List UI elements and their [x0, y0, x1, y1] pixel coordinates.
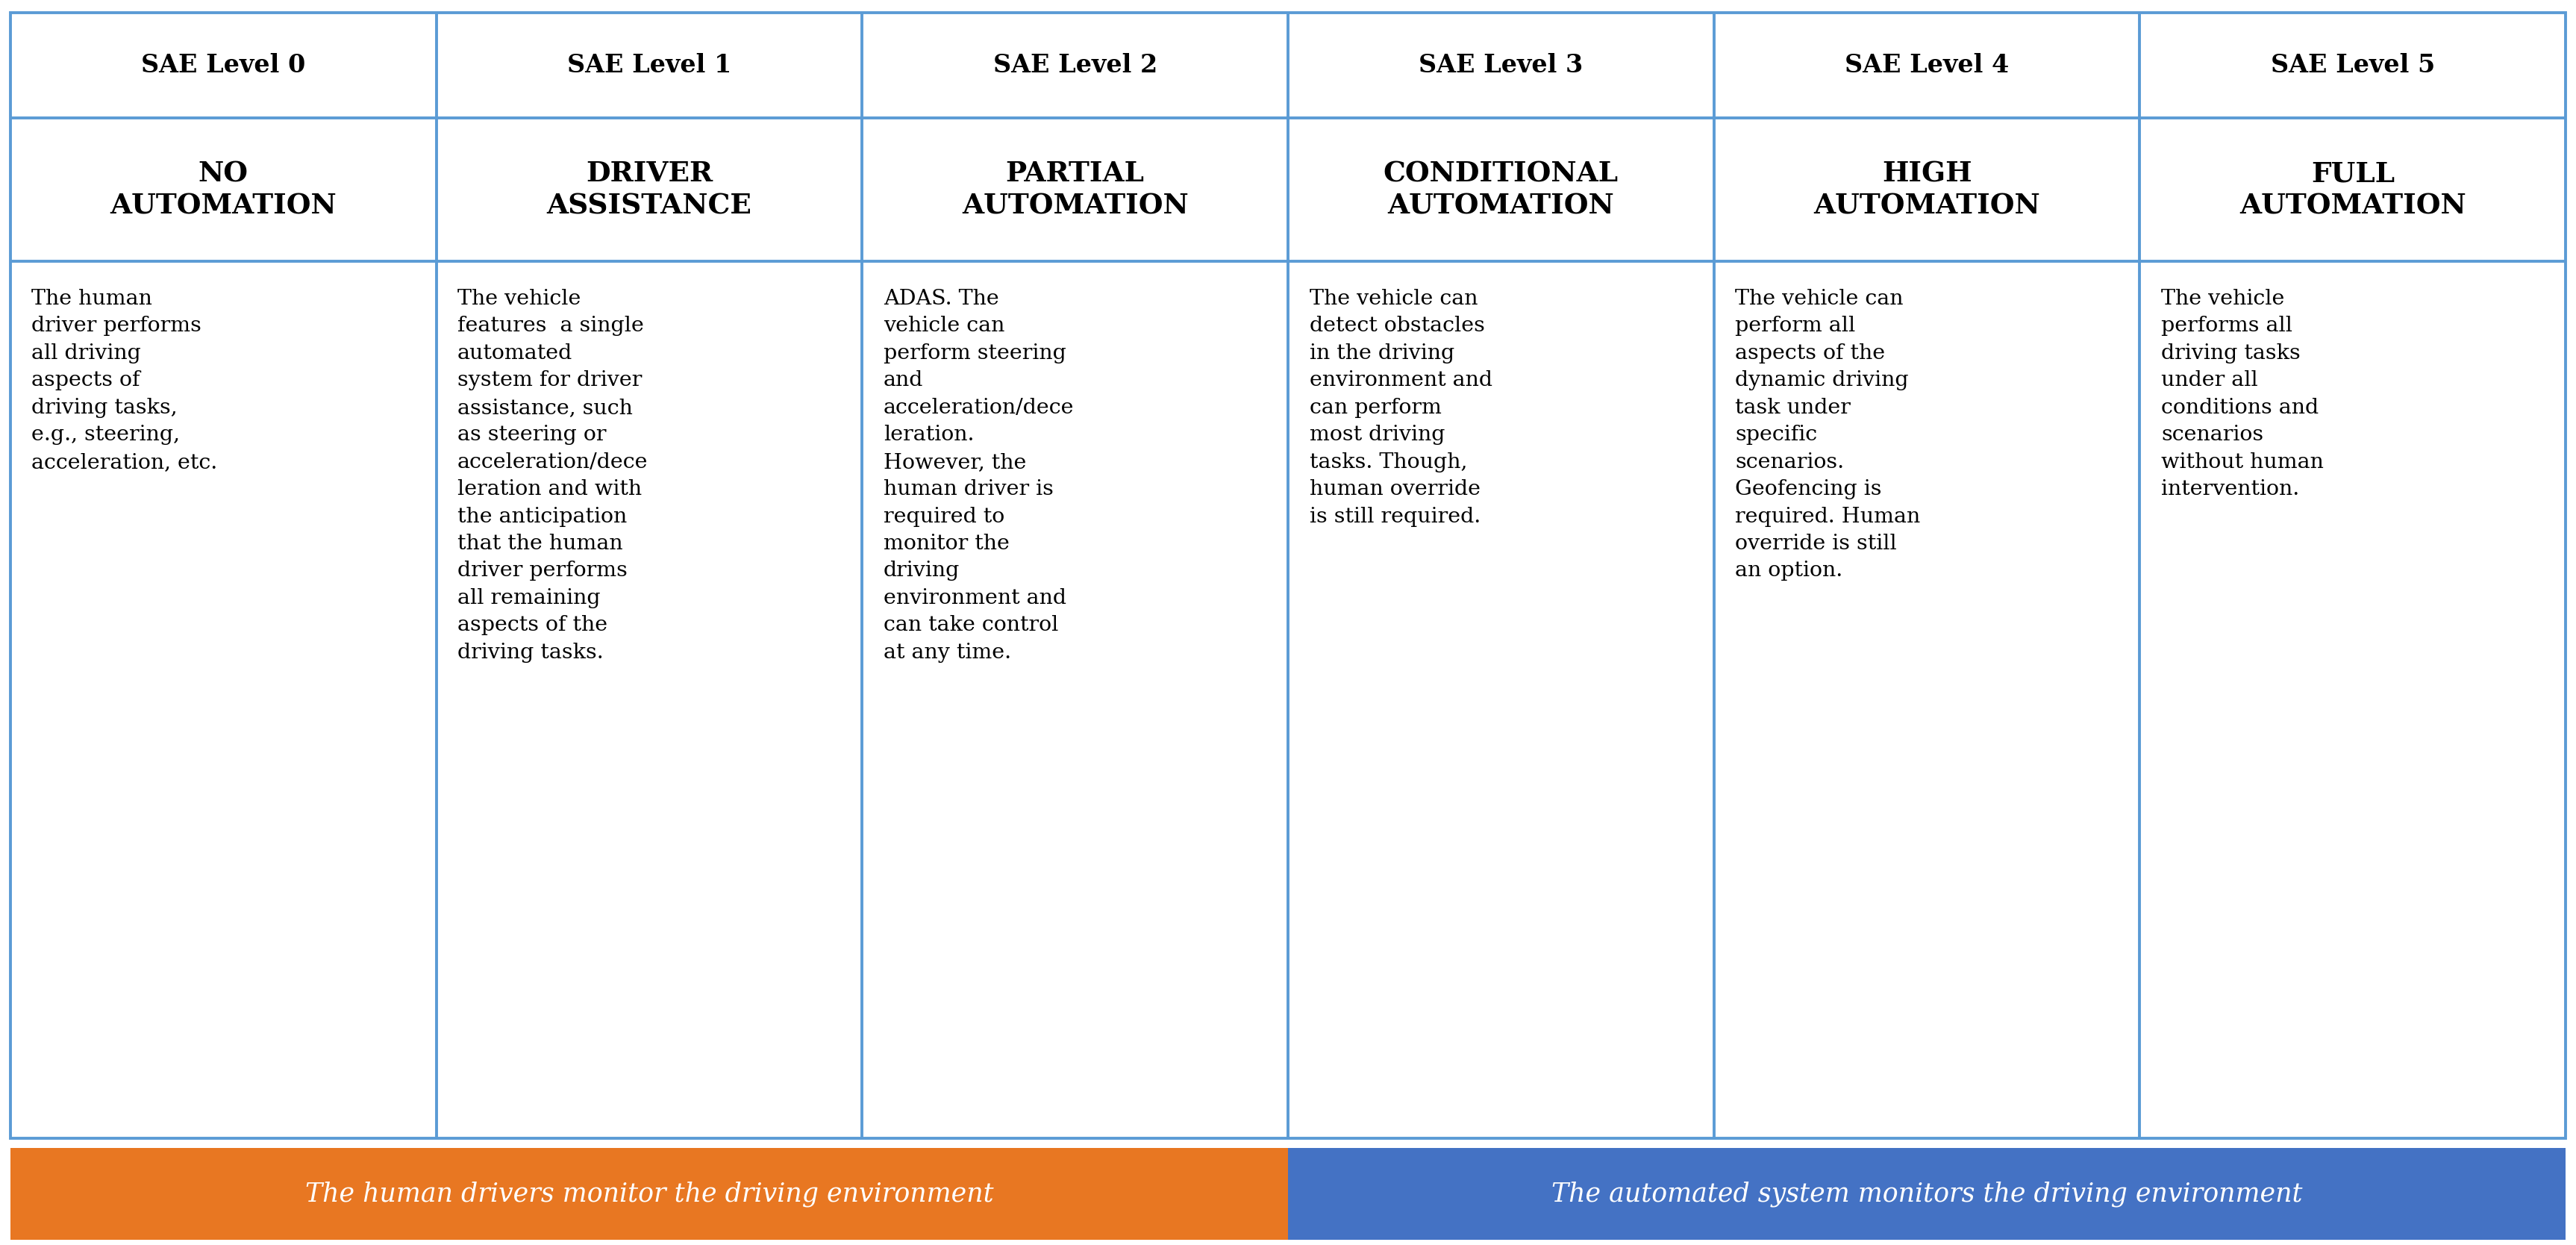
Text: SAE Level 0: SAE Level 0: [142, 54, 307, 77]
Text: FULL
AUTOMATION: FULL AUTOMATION: [2239, 161, 2465, 219]
Text: SAE Level 5: SAE Level 5: [2269, 54, 2434, 77]
Text: SAE Level 1: SAE Level 1: [567, 54, 732, 77]
Text: The vehicle can
detect obstacles
in the driving
environment and
can perform
most: The vehicle can detect obstacles in the …: [1309, 289, 1492, 527]
Text: PARTIAL
AUTOMATION: PARTIAL AUTOMATION: [961, 161, 1188, 219]
Text: The vehicle
features  a single
automated
system for driver
assistance, such
as s: The vehicle features a single automated …: [459, 289, 649, 662]
Text: The vehicle can
perform all
aspects of the
dynamic driving
task under
specific
s: The vehicle can perform all aspects of t…: [1736, 289, 1922, 581]
Text: SAE Level 2: SAE Level 2: [992, 54, 1157, 77]
Text: NO
AUTOMATION: NO AUTOMATION: [111, 161, 337, 219]
Text: The human drivers monitor the driving environment: The human drivers monitor the driving en…: [304, 1182, 994, 1206]
Text: The human
driver performs
all driving
aspects of
driving tasks,
e.g., steering,
: The human driver performs all driving as…: [31, 289, 216, 472]
Text: HIGH
AUTOMATION: HIGH AUTOMATION: [1814, 161, 2040, 219]
Text: SAE Level 3: SAE Level 3: [1419, 54, 1584, 77]
Text: SAE Level 4: SAE Level 4: [1844, 54, 2009, 77]
Text: DRIVER
ASSISTANCE: DRIVER ASSISTANCE: [546, 161, 752, 219]
Bar: [10, 1148, 1288, 1240]
Text: ADAS. The
vehicle can
perform steering
and
acceleration/dece
leration.
However, : ADAS. The vehicle can perform steering a…: [884, 289, 1074, 662]
Text: The automated system monitors the driving environment: The automated system monitors the drivin…: [1551, 1182, 2303, 1206]
Text: CONDITIONAL
AUTOMATION: CONDITIONAL AUTOMATION: [1383, 161, 1618, 219]
Bar: [1288, 1148, 2566, 1240]
Text: The vehicle
performs all
driving tasks
under all
conditions and
scenarios
withou: The vehicle performs all driving tasks u…: [2161, 289, 2324, 499]
